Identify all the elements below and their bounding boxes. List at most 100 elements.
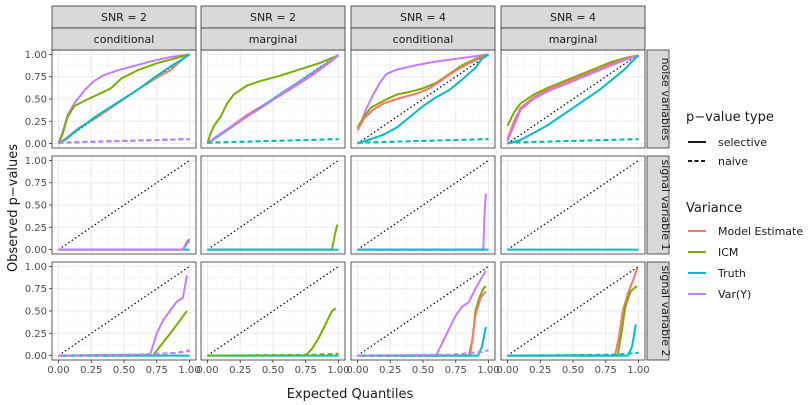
legend: p−value type selective naive Variance Model … [686, 110, 803, 301]
strip-label-snr: SNR = 2 [101, 11, 147, 24]
series-line-truth-selective [507, 54, 640, 145]
series-line-var-y--naive [357, 349, 489, 357]
strip-label-type: conditional [393, 33, 454, 46]
panels [51, 49, 646, 361]
series-line-truth-naive [207, 138, 339, 144]
strip-label-snr: SNR = 2 [250, 11, 296, 24]
series-line-icm-selective [57, 53, 190, 144]
panel-r2-c3 [501, 262, 645, 360]
panel-r1-c0 [52, 156, 196, 254]
y-tick-label: 0.00 [25, 351, 47, 362]
series-line-icm-selective [506, 54, 639, 127]
series-line-var-y--selective [357, 270, 487, 357]
x-axis-title: Expected Quantiles [287, 387, 414, 402]
reference-line [507, 159, 639, 251]
y-tick-label: 0.75 [25, 284, 47, 295]
x-tick-label: 1.00 [477, 365, 499, 376]
x-tick-label: 0.00 [496, 365, 518, 376]
series-line-var-y--selective [206, 54, 340, 145]
x-tick-label: 0.00 [346, 365, 368, 376]
y-tick-label: 0.50 [25, 201, 47, 212]
x-tick-label: 0.25 [80, 365, 102, 376]
strip-bottom-bg [500, 27, 646, 51]
x-tick-label: 0.50 [262, 365, 284, 376]
reference-line [507, 265, 639, 357]
panel-r1-c2 [351, 156, 495, 254]
strip-bottom-bg [200, 27, 346, 51]
panel-r0-c3 [501, 50, 645, 148]
legend-title-variance: Variance [686, 201, 742, 216]
series-line-icm-naive [207, 352, 339, 357]
legend-label-model-estimate: Model Estimate [718, 225, 803, 238]
y-tick-label: 0.25 [25, 117, 47, 128]
y-tick-label: 0.25 [25, 223, 47, 234]
series-line-truth-naive [507, 351, 639, 357]
panel-r2-c0 [52, 262, 196, 360]
y-tick-label: 0.50 [25, 95, 47, 106]
x-tick-label: 1.00 [627, 365, 649, 376]
series-line-model-estimate-selective [356, 53, 489, 131]
panel-r0-c1 [201, 50, 345, 148]
x-tick-label: 0.75 [445, 365, 467, 376]
y-tick-label: 0.00 [25, 139, 47, 150]
x-tick-label: 0.75 [595, 365, 617, 376]
y-tick-label: 1.00 [25, 50, 47, 61]
y-tick-label: 0.00 [25, 245, 47, 256]
strip-bottom-bg [51, 27, 197, 51]
legend-label-var-y-: Var(Y) [718, 288, 751, 301]
legend-label-icm: ICM [718, 246, 738, 259]
y-tick-label: 1.00 [25, 262, 47, 273]
reference-line [207, 159, 339, 251]
x-tick-label: 0.50 [562, 365, 584, 376]
series-line-truth-naive [507, 138, 639, 144]
x-tick-label: 0.50 [113, 365, 135, 376]
series-line-var-y--selective [58, 238, 191, 251]
x-tick-label: 0.00 [196, 365, 218, 376]
x-tick-label: 0.75 [146, 365, 168, 376]
panel-r0-c2 [351, 50, 495, 148]
reference-line [207, 265, 339, 357]
panel-border [500, 155, 646, 255]
strip-label-snr: SNR = 4 [550, 11, 596, 24]
strip-label-snr: SNR = 4 [400, 11, 446, 24]
legend-label-selective: selective [718, 136, 767, 149]
x-tick-label: 0.50 [412, 365, 434, 376]
reference-line [507, 53, 639, 145]
strip-label-row: signal variable 1 [659, 160, 672, 251]
y-tick-label: 0.50 [25, 307, 47, 318]
x-tick-label: 0.75 [295, 365, 317, 376]
strip-label-type: marginal [249, 33, 298, 46]
reference-line [357, 265, 489, 357]
panel-border [350, 155, 496, 255]
legend-label-naive: naive [718, 155, 748, 168]
panel-r2-c2 [351, 262, 495, 360]
x-tick-label: 0.00 [47, 365, 69, 376]
reference-line [357, 53, 489, 145]
reference-line [58, 159, 190, 251]
x-tick-label: 1.00 [327, 365, 349, 376]
legend-label-truth: Truth [717, 267, 746, 280]
series-line-var-y--naive [58, 349, 190, 357]
y-tick-label: 0.75 [25, 178, 47, 189]
y-axis-title: Observed p−values [6, 144, 21, 272]
strip-bottom-bg [350, 27, 496, 51]
reference-line [357, 159, 489, 251]
strip-row-bg [646, 261, 670, 361]
facet-strips: SNR = 2 conditional SNR = 2 marginal SNR = 4… [51, 5, 672, 361]
strip-label-row: noise variables [659, 58, 672, 141]
series-line-var-y--naive [58, 138, 190, 144]
panel-r2-c1 [201, 262, 345, 360]
series-line-var-y--selective [58, 275, 188, 357]
y-tick-label: 0.75 [25, 72, 47, 83]
y-tick-label: 0.25 [25, 329, 47, 340]
series-line-truth-selective [58, 53, 191, 145]
x-tick-label: 0.25 [529, 365, 551, 376]
strip-label-type: conditional [94, 33, 155, 46]
panel-r0-c0 [52, 50, 196, 148]
panel-border [200, 155, 346, 255]
x-tick-label: 1.00 [178, 365, 200, 376]
series-line-truth-naive [357, 138, 489, 144]
axes: 0.000.250.500.751.000.000.250.500.751.00… [25, 50, 650, 376]
x-tick-label: 0.25 [229, 365, 251, 376]
